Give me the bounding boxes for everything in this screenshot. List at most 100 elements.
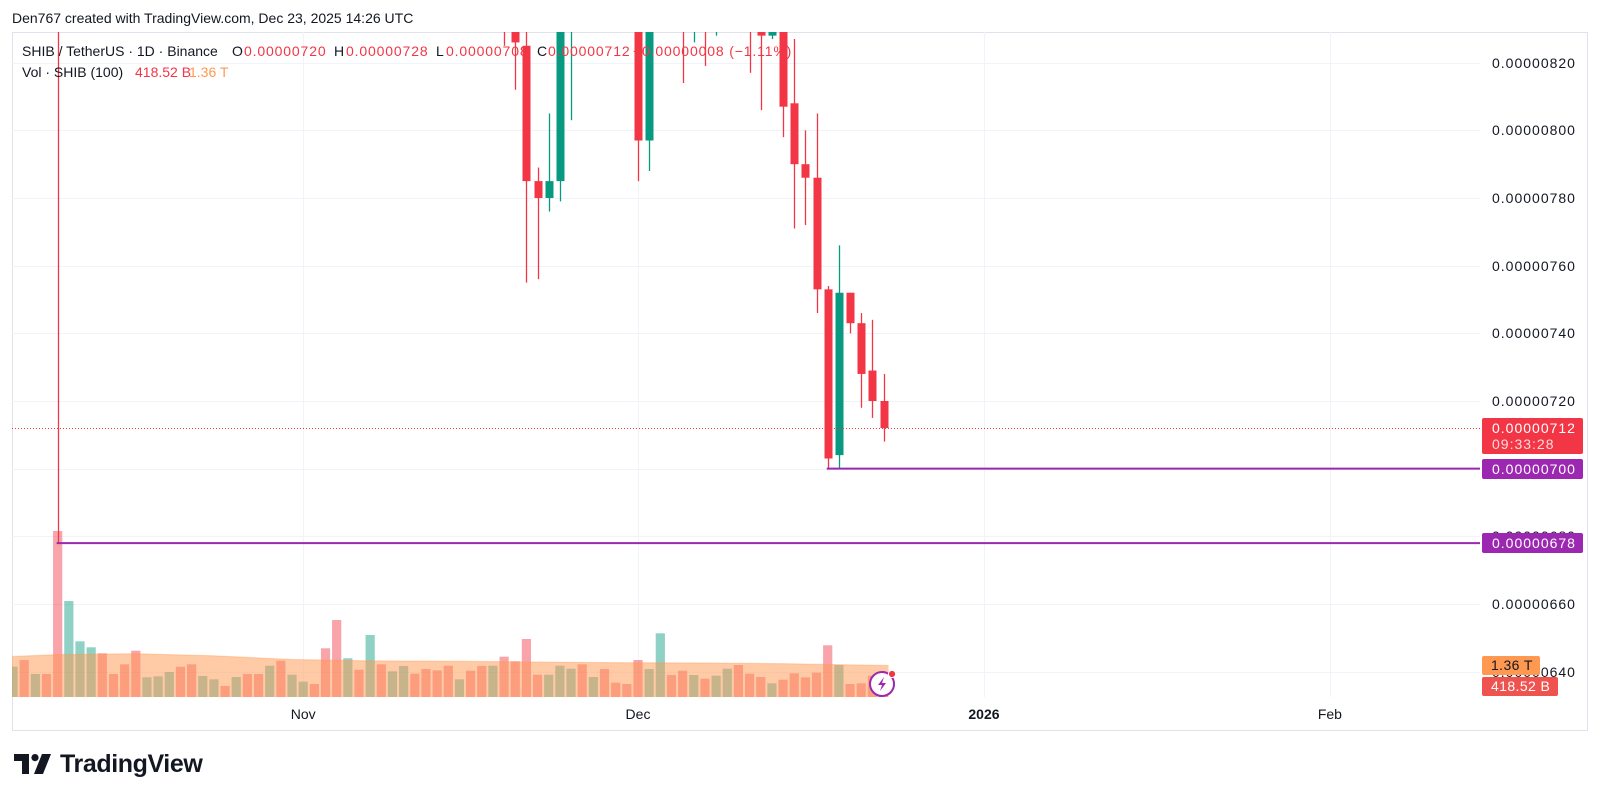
horizontal-line-label-700[interactable]: 0.00000700	[1482, 459, 1583, 479]
candle	[857, 313, 866, 408]
candle	[713, 22, 721, 36]
candle-body	[824, 289, 833, 459]
candle-body	[857, 323, 866, 374]
price-tick-label: 0.00000740	[1492, 325, 1576, 342]
candle	[846, 292, 855, 334]
candlestick-series	[55, 22, 889, 544]
volume-ma-line	[12, 653, 889, 667]
volume-bar	[332, 620, 342, 697]
candle-body	[835, 292, 844, 456]
candle-body	[55, 22, 63, 23]
candle	[835, 245, 844, 469]
time-label-dec: Dec	[625, 706, 651, 722]
time-label-nov: Nov	[290, 706, 316, 722]
low-label: L	[436, 43, 444, 59]
price-tick-label: 0.00000660	[1492, 595, 1576, 612]
volume-axis-label: 418.52 B	[1482, 677, 1558, 696]
candle-body	[634, 32, 643, 141]
candle	[880, 373, 889, 442]
lightning-icon[interactable]	[869, 671, 896, 697]
volume-ma-area	[12, 653, 889, 697]
candle	[801, 130, 810, 226]
candle	[534, 167, 543, 280]
high-label: H	[334, 43, 345, 59]
price-tick-label: 0.00000820	[1492, 54, 1576, 71]
chart-frame	[12, 32, 1588, 731]
low-value: 0.00000708	[446, 43, 529, 59]
price-tick-label: 0.00000760	[1492, 257, 1576, 274]
candle-body	[556, 32, 565, 182]
candle-body	[868, 370, 877, 401]
horizontal-line-label-678[interactable]: 0.00000678	[1482, 533, 1583, 553]
candle-body	[545, 181, 554, 199]
candle-body	[645, 32, 654, 141]
logo-text: TradingView	[60, 750, 203, 778]
candle	[824, 285, 833, 469]
candle	[757, 32, 766, 111]
tradingview-logo-icon	[14, 754, 51, 774]
candle-body	[534, 181, 543, 199]
price-tick-label: 0.00000780	[1492, 190, 1576, 207]
candle-body	[680, 22, 688, 23]
change-value: −0.00000008 (−1.11%)	[633, 43, 793, 59]
plot-area	[12, 22, 1480, 697]
candle	[768, 32, 777, 40]
candle	[813, 113, 822, 314]
candle	[747, 22, 755, 73]
candle-body	[846, 292, 855, 324]
symbol-title[interactable]: SHIB / TetherUS · 1D · Binance	[22, 43, 218, 59]
close-label: C	[537, 43, 548, 59]
bar-countdown: 09:33:28	[1492, 436, 1555, 452]
candle	[868, 319, 877, 418]
candle	[645, 32, 654, 171]
candle	[779, 32, 788, 138]
volume-value: 418.52 B	[135, 64, 192, 80]
close-value: 0.00000712	[548, 43, 631, 59]
current-price-label: 0.00000712 09:33:28	[1482, 418, 1583, 454]
candle-body	[568, 22, 576, 23]
candle	[545, 113, 554, 212]
candle	[522, 32, 531, 283]
candle	[691, 22, 699, 43]
candle-body	[813, 177, 822, 290]
candle	[501, 22, 509, 46]
candle	[55, 22, 63, 544]
volume-ma-axis-label: 1.36 T	[1482, 656, 1540, 675]
candle-body	[691, 22, 699, 23]
price-tick-label: 0.00000800	[1492, 122, 1576, 139]
time-label-feb: Feb	[1317, 706, 1342, 722]
price-pane[interactable]	[12, 32, 1480, 697]
volume-ma-value: 1.36 T	[189, 64, 229, 80]
high-value: 0.00000728	[346, 43, 429, 59]
candle	[790, 39, 799, 229]
price-tick-label: 0.00000720	[1492, 393, 1576, 409]
current-price-value: 0.00000712	[1492, 420, 1576, 436]
volume-bar	[64, 601, 74, 697]
notification-dot-icon	[887, 669, 897, 679]
tradingview-logo[interactable]: TradingView	[14, 749, 203, 779]
time-label-2026: 2026	[968, 706, 1000, 722]
candle	[568, 22, 576, 121]
volume-indicator-title[interactable]: Vol · SHIB (100)	[22, 64, 124, 80]
candle-body	[790, 103, 799, 165]
candle-body	[757, 32, 766, 36]
candle	[556, 32, 565, 202]
candle	[634, 32, 643, 182]
candle-body	[501, 22, 509, 23]
time-axis[interactable]	[12, 697, 1480, 731]
candle-body	[768, 32, 777, 36]
open-label: O	[232, 43, 243, 59]
candle-body	[702, 22, 710, 23]
candle	[680, 22, 688, 83]
candle	[702, 22, 710, 67]
candle-body	[747, 22, 755, 23]
candle-body	[522, 45, 531, 182]
candle-body	[880, 401, 889, 429]
candle-body	[511, 32, 520, 43]
attribution-text: Den767 created with TradingView.com, Dec…	[12, 10, 414, 26]
candle-body	[779, 32, 788, 107]
open-value: 0.00000720	[244, 43, 327, 59]
candle-body	[713, 22, 721, 23]
